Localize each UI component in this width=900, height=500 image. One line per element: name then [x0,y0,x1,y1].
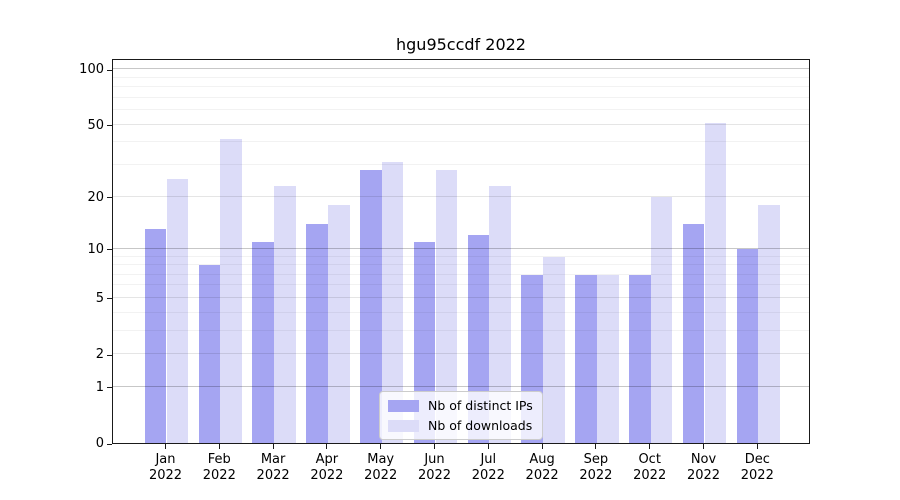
bar-distinct-ips [306,223,328,443]
bar-downloads [704,123,727,443]
y-axis-tick-label: 100 [79,62,104,78]
legend-swatch-distinct-ips [388,399,419,412]
gridline-decade [113,247,809,249]
bar-distinct-ips [144,229,167,443]
bar-downloads [758,204,781,443]
y-axis-tick-label: 10 [87,241,104,257]
legend-swatch-downloads [388,419,419,432]
bar-distinct-ips [628,274,651,443]
y-tick-mark [107,443,112,445]
gridline-minor [113,141,809,143]
bar-downloads [650,196,673,443]
x-tick-mark [272,444,274,449]
y-tick-mark [107,387,112,389]
gridline-minor [113,255,809,257]
plot-area [112,59,810,444]
gridline [113,123,809,125]
y-tick-mark [107,354,112,356]
y-axis-tick-label: 50 [87,117,104,133]
gridline-minor [113,164,809,166]
legend: Nb of distinct IPs Nb of downloads [379,391,543,440]
x-tick-mark [434,444,435,449]
bar-distinct-ips [682,223,705,443]
bar-downloads [381,162,404,443]
x-axis-tick-label: Jun 2022 [417,452,452,483]
x-axis-tick-label: Feb 2022 [202,452,236,483]
bar-distinct-ips [252,241,275,443]
legend-label-downloads: Nb of downloads [428,418,533,433]
gridline-minor [113,284,809,286]
x-tick-mark [703,444,704,449]
x-axis-tick-label: Jan 2022 [148,452,183,483]
bar-downloads [166,179,189,443]
y-tick-mark [107,197,112,199]
gridline-minor [113,264,809,266]
y-tick-mark [107,125,112,127]
bar-downloads [543,256,565,443]
x-axis-tick-label: Oct 2022 [633,452,667,483]
legend-item-distinct-ips: Nb of distinct IPs [388,398,533,413]
chart-title: hgu95ccdf 2022 [396,35,526,54]
bar-distinct-ips [575,274,597,443]
x-axis-tick-label: Sep 2022 [579,452,613,483]
gridline [113,195,809,197]
gridline-minor [113,273,809,275]
bar-distinct-ips [198,265,221,443]
gridline-minor [113,76,809,78]
gridline-minor [113,311,809,313]
gridline [113,296,809,298]
bar-downloads [274,185,296,443]
bar-downloads [596,274,619,443]
bar-distinct-ips [736,248,759,443]
gridline-minor [113,329,809,331]
gridline-decade [113,385,809,387]
gridline-decade [113,68,809,70]
x-axis-tick-label: Aug 2022 [525,452,559,483]
gridline [113,353,809,355]
bar-distinct-ips [359,170,382,443]
x-tick-mark [649,444,651,449]
legend-label-distinct-ips: Nb of distinct IPs [428,398,533,413]
x-tick-mark [380,444,382,449]
x-axis-tick-label: Jul 2022 [471,452,505,483]
x-tick-mark [165,444,166,449]
gridline-minor [113,96,809,98]
bar-downloads [327,204,350,443]
y-axis-tick-label: 20 [87,189,104,205]
x-tick-mark [487,444,489,449]
gridline-minor [113,86,809,88]
x-tick-mark [541,444,543,449]
x-axis-tick-label: Mar 2022 [256,452,290,483]
x-tick-mark [756,444,758,449]
x-axis-tick-label: Nov 2022 [686,452,721,483]
gridline-minor [113,109,809,111]
bar-downloads [489,185,512,443]
bar-downloads [435,170,458,443]
x-tick-mark [595,444,597,449]
x-tick-mark [218,444,220,449]
y-axis-tick-label: 2 [95,347,104,363]
y-tick-mark [107,298,112,300]
y-axis-tick-label: 0 [95,436,104,451]
bar-downloads [220,138,243,443]
y-axis-tick-label: 5 [95,290,104,306]
y-tick-mark [107,69,112,71]
x-axis-tick-label: May 2022 [364,452,398,483]
x-axis-tick-label: Dec 2022 [740,452,774,483]
y-tick-mark [107,249,112,251]
x-axis-tick-label: Apr 2022 [310,452,344,483]
x-tick-mark [326,444,328,449]
y-axis-tick-label: 1 [95,379,104,395]
legend-item-downloads: Nb of downloads [388,418,533,433]
